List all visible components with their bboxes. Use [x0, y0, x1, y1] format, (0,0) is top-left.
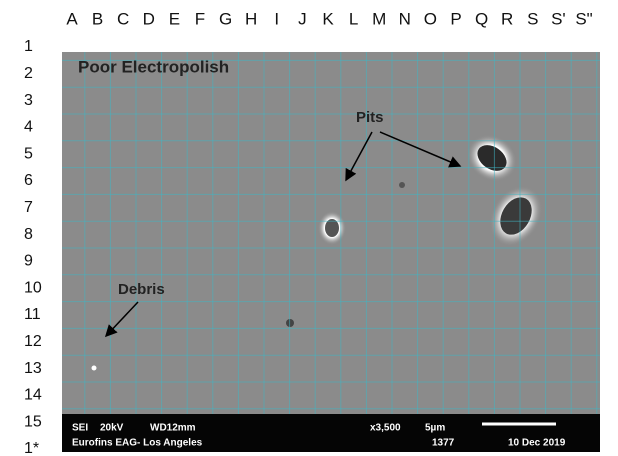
row-label: 4 [24, 119, 33, 136]
info-bar [62, 414, 600, 452]
row-label: 6 [24, 172, 33, 189]
row-label: 10 [24, 279, 42, 296]
column-label: A [66, 9, 78, 28]
column-label: F [195, 9, 205, 28]
row-label: 14 [24, 387, 42, 404]
column-label: N [399, 9, 411, 28]
row-label: 5 [24, 145, 33, 162]
column-label: D [143, 9, 155, 28]
row-label: 8 [24, 226, 33, 243]
row-label: 12 [24, 333, 42, 350]
voltage: 20kV [100, 423, 124, 434]
column-label: L [349, 9, 358, 28]
pits-label: Pits [356, 109, 384, 126]
column-label: Q [475, 9, 488, 28]
row-label: 2 [24, 65, 33, 82]
column-label: J [298, 9, 307, 28]
working-distance: WD12mm [150, 423, 196, 434]
image-title: Poor Electropolish [78, 57, 229, 76]
column-label: S [527, 9, 538, 28]
features [91, 134, 543, 371]
column-label: S" [575, 9, 592, 28]
column-label: B [92, 9, 103, 28]
column-label: P [450, 9, 461, 28]
row-label: 1 [24, 38, 33, 55]
row-label: 15 [24, 413, 42, 430]
micrograph [62, 52, 600, 452]
row-label: 9 [24, 253, 33, 270]
scale: 5µm [425, 423, 445, 434]
image-number: 1377 [432, 438, 455, 449]
column-label: O [424, 9, 437, 28]
column-label: M [372, 9, 386, 28]
row-label: 1* [24, 440, 39, 456]
column-label: G [219, 9, 232, 28]
column-label: E [169, 9, 180, 28]
date: 10 Dec 2019 [508, 438, 566, 449]
debris-label: Debris [118, 281, 165, 298]
column-label: I [274, 9, 279, 28]
arrows [104, 131, 462, 338]
row-label: 3 [24, 92, 33, 109]
column-label: H [245, 9, 257, 28]
lab: Eurofins EAG- Los Angeles [72, 438, 203, 449]
column-label: K [322, 9, 334, 28]
row-label: 13 [24, 360, 42, 377]
mode: SEI [72, 423, 88, 434]
column-label: C [117, 9, 129, 28]
row-label: 11 [24, 306, 41, 323]
column-label: R [501, 9, 513, 28]
row-label: 7 [24, 199, 33, 216]
column-label: S' [551, 9, 566, 28]
magnification: x3,500 [370, 423, 401, 434]
